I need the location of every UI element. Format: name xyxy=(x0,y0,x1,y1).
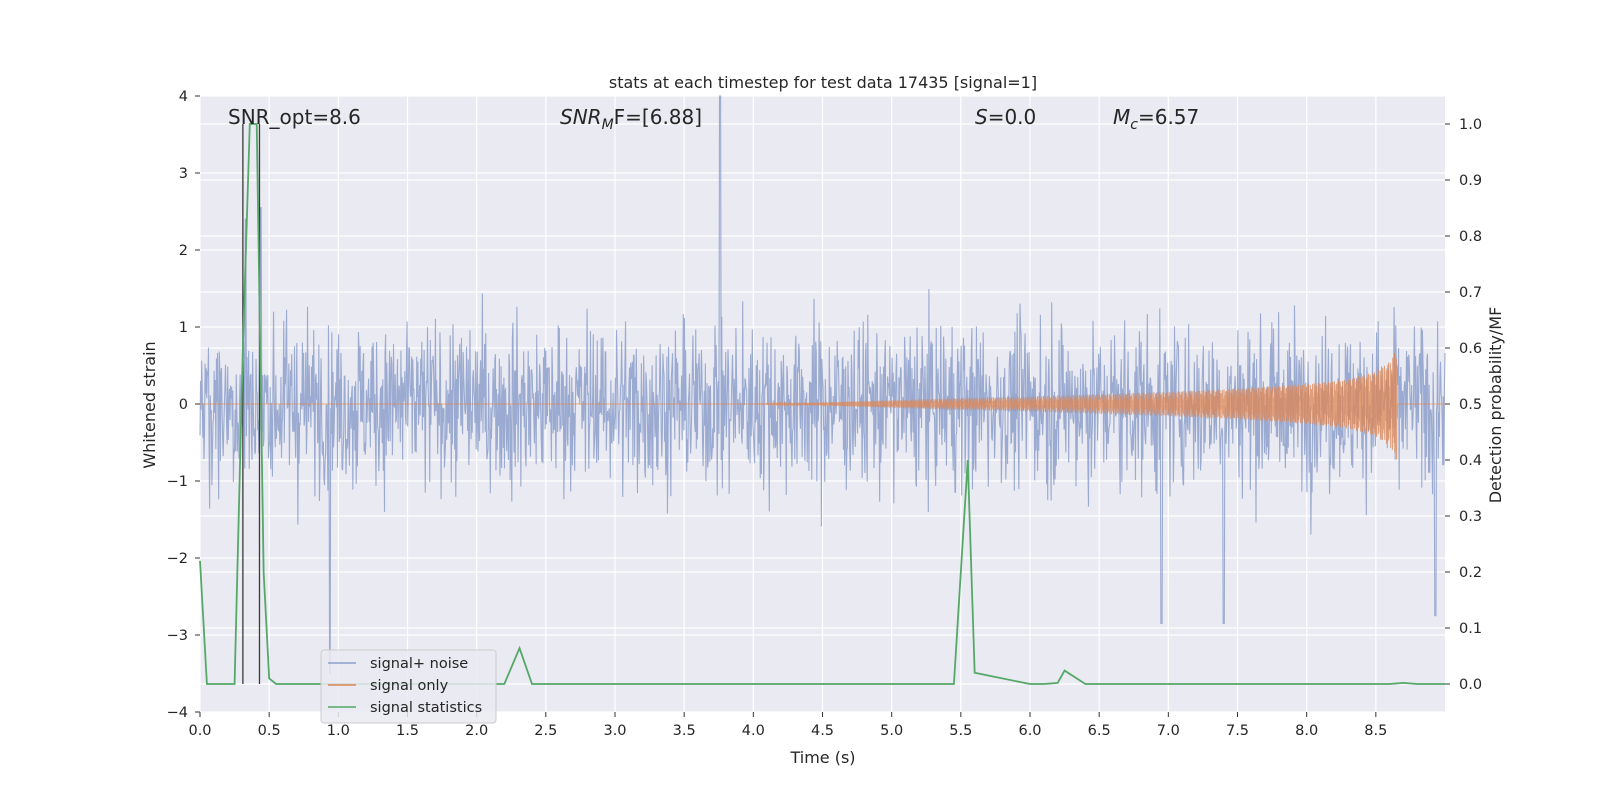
y-right-tick-label: 0.2 xyxy=(1459,565,1482,581)
x-tick-label: 7.0 xyxy=(1157,723,1180,739)
y-right-tick-label: 0.1 xyxy=(1459,621,1482,637)
annotation-s: S=0.0 xyxy=(975,105,1036,129)
series-signal-only xyxy=(200,353,1445,460)
x-tick-label: 3.5 xyxy=(673,723,696,739)
annotation-snr-opt: SNR_opt=8.6 xyxy=(228,105,361,129)
y-axis-left-ticks: 4 3 2 1 0 −1 −2 −3 −4 xyxy=(167,89,200,721)
y-left-tick-label: −4 xyxy=(167,705,188,721)
y-left-tick-label: 1 xyxy=(179,320,188,336)
x-tick-label: 2.5 xyxy=(534,723,557,739)
annotation-snr-mf-subscript: M xyxy=(602,117,614,133)
line-signal-statistics xyxy=(199,123,1445,685)
y-axis-right-label: Detection probability/MF xyxy=(1486,307,1505,504)
legend-label-signal-plus-noise: signal+ noise xyxy=(370,656,468,672)
y-left-tick-label: 0 xyxy=(179,397,188,413)
x-tick-label: 4.5 xyxy=(811,723,834,739)
annotation-s-symbol: S xyxy=(975,105,988,129)
legend-label-signal-statistics: signal statistics xyxy=(370,700,482,716)
y-left-tick-label: −2 xyxy=(167,551,188,567)
y-right-tick-label: 0.7 xyxy=(1459,285,1482,301)
annotation-mc-value: =6.57 xyxy=(1138,105,1199,129)
x-tick-label: 1.5 xyxy=(396,723,419,739)
x-tick-label: 8.5 xyxy=(1364,723,1387,739)
line-signal-only xyxy=(200,353,1445,460)
y-left-tick-label: −3 xyxy=(167,628,188,644)
x-tick-label: 8.0 xyxy=(1295,723,1318,739)
annotation-s-value: =0.0 xyxy=(988,105,1037,129)
y-axis-left-label: Whitened strain xyxy=(140,341,159,468)
y-right-tick-label: 0.8 xyxy=(1459,229,1482,245)
line-signal-plus-noise xyxy=(199,95,1446,675)
y-left-tick-label: 3 xyxy=(179,166,188,182)
y-axis-right-ticks: 1.0 0.9 0.8 0.7 0.6 0.5 0.4 0.3 0.2 0.1 0.0 xyxy=(1445,117,1482,693)
vertical-markers xyxy=(242,124,261,684)
annotation-snr-mf: SNRMF=[6.88] xyxy=(560,105,702,133)
y-left-tick-label: −1 xyxy=(167,474,188,490)
y-left-tick-label: 4 xyxy=(179,89,188,105)
y-left-tick-label: 2 xyxy=(179,243,188,259)
annotation-mc-symbol: M xyxy=(1113,105,1130,129)
y-right-tick-label: 0.0 xyxy=(1459,677,1482,693)
y-right-tick-label: 1.0 xyxy=(1459,117,1482,133)
x-tick-label: 0.0 xyxy=(188,723,211,739)
annotation-mc: Mc=6.57 xyxy=(1113,105,1199,133)
x-tick-label: 5.5 xyxy=(949,723,972,739)
x-tick-label: 3.0 xyxy=(603,723,626,739)
y-right-tick-label: 0.3 xyxy=(1459,509,1482,525)
legend: signal+ noise signal only signal statist… xyxy=(320,649,497,724)
x-tick-label: 4.0 xyxy=(742,723,765,739)
x-tick-label: 6.0 xyxy=(1018,723,1041,739)
annotation-mc-subscript: c xyxy=(1130,117,1138,133)
y-right-tick-label: 0.5 xyxy=(1459,397,1482,413)
annotation-snr-mf-value: F=[6.88] xyxy=(614,105,702,129)
y-right-tick-label: 0.6 xyxy=(1459,341,1482,357)
x-tick-label: 2.0 xyxy=(465,723,488,739)
y-right-tick-label: 0.4 xyxy=(1459,453,1482,469)
legend-box xyxy=(320,649,497,724)
series-signal-statistics xyxy=(199,123,1445,685)
chart-title: stats at each timestep for test data 174… xyxy=(609,73,1037,92)
x-axis-label: Time (s) xyxy=(789,748,855,767)
legend-label-signal-only: signal only xyxy=(370,678,449,694)
x-tick-label: 6.5 xyxy=(1088,723,1111,739)
y-right-tick-label: 0.9 xyxy=(1459,173,1482,189)
x-tick-label: 0.5 xyxy=(258,723,281,739)
x-tick-label: 5.0 xyxy=(880,723,903,739)
x-axis-ticks: 0.0 0.5 1.0 1.5 2.0 2.5 3.0 3.5 4.0 4.5 5.0 5.5 6.0 6… xyxy=(188,712,1387,739)
x-tick-label: 1.0 xyxy=(327,723,350,739)
x-tick-label: 7.5 xyxy=(1226,723,1249,739)
annotation-snr-mf-symbol: SNR xyxy=(560,105,602,129)
series-signal-plus-noise xyxy=(199,95,1446,675)
